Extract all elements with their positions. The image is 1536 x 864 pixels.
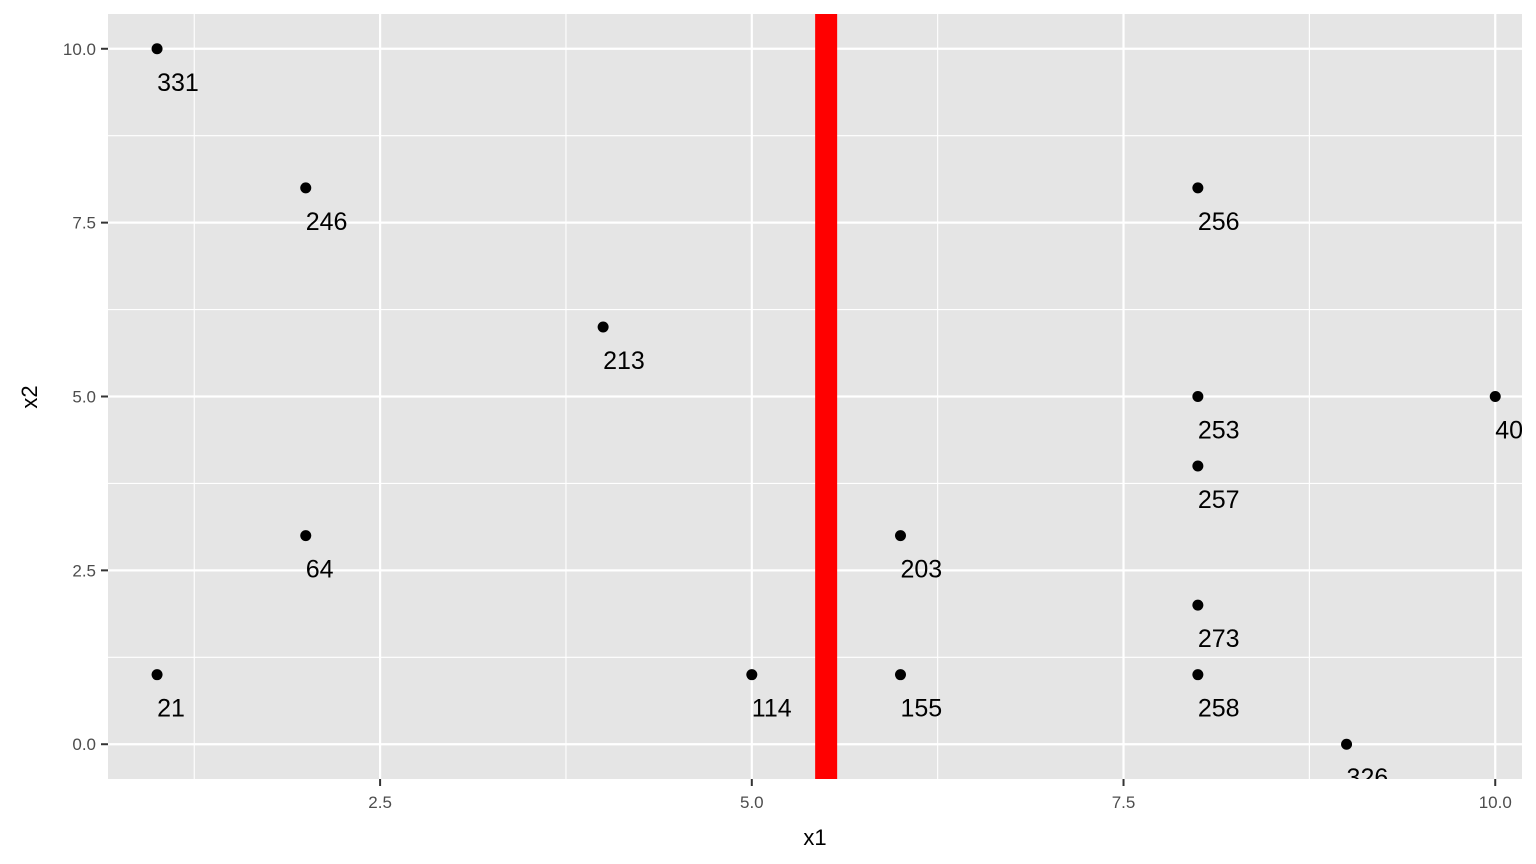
- x-axis: 2.5 5.0 7.5 10.0: [368, 779, 1512, 812]
- point-label: 253: [1198, 417, 1240, 445]
- x-tick-label: 5.0: [740, 793, 764, 812]
- data-point: [1192, 669, 1204, 681]
- data-point: [300, 182, 312, 194]
- y-tick-label: 7.5: [72, 214, 96, 233]
- point-label: 203: [900, 556, 942, 584]
- y-axis: 0.0 2.5 5.0 7.5 10.0: [63, 40, 108, 754]
- data-point: [894, 530, 906, 542]
- point-label: 213: [603, 347, 645, 375]
- x-axis-title: x1: [803, 825, 826, 850]
- data-point: [1192, 599, 1204, 611]
- x-tick-label: 2.5: [368, 793, 392, 812]
- data-point: [1192, 182, 1204, 194]
- major-gridlines: [108, 14, 1522, 779]
- point-label: 257: [1198, 486, 1240, 514]
- point-label: 331: [157, 69, 199, 97]
- x-tick-label: 7.5: [1112, 793, 1136, 812]
- y-tick-label: 10.0: [63, 40, 96, 59]
- point-label: 258: [1198, 695, 1240, 723]
- data-point: [746, 669, 758, 681]
- point-label: 114: [752, 695, 792, 723]
- y-tick-label: 5.0: [72, 388, 96, 407]
- data-point: [1489, 391, 1501, 402]
- data-point: [1192, 391, 1204, 402]
- data-point: [151, 43, 163, 55]
- data-point: [1192, 460, 1204, 472]
- point-label: 155: [900, 695, 942, 723]
- y-tick-label: 2.5: [72, 561, 96, 580]
- point-label: 21: [157, 695, 185, 723]
- data-point: [1341, 738, 1353, 750]
- red-vertical-line: [815, 14, 838, 779]
- points-layer: 331 246 256 213 253 406 257 64 203 273 21 114 155 258…: [151, 43, 1536, 792]
- point-label: 406: [1495, 417, 1536, 445]
- point-label: 246: [306, 208, 348, 236]
- data-point: [300, 530, 312, 542]
- data-point: [151, 669, 163, 681]
- y-tick-label: 0.0: [72, 735, 96, 754]
- y-axis-title: x2: [17, 385, 42, 408]
- data-point: [894, 669, 906, 681]
- point-label: 326: [1347, 764, 1389, 792]
- x-tick-label: 10.0: [1479, 793, 1512, 812]
- point-label: 64: [306, 556, 334, 584]
- point-label: 273: [1198, 625, 1240, 653]
- point-label: 256: [1198, 208, 1240, 236]
- reference-line-layer: [815, 14, 838, 779]
- data-point: [597, 321, 609, 333]
